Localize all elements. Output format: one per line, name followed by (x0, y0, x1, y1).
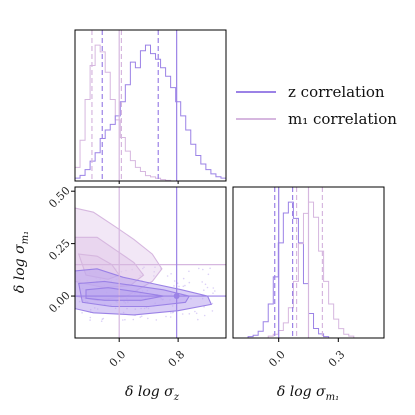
density-point (143, 266, 145, 269)
density-point (139, 316, 142, 318)
density-point (169, 316, 172, 318)
density-point (207, 273, 210, 276)
density-point (188, 313, 191, 315)
density-point (101, 318, 104, 321)
density-point (212, 287, 215, 289)
density-point (211, 302, 214, 305)
x-axis-title-sigma-z: δ log σz (125, 384, 180, 403)
y-sigma-m1-tick-label: 0.50 (46, 184, 73, 211)
density-point (203, 289, 205, 292)
density-point (170, 273, 172, 275)
density-point (89, 319, 91, 321)
bottom-left-frame (74, 186, 227, 339)
density-point (154, 266, 156, 269)
density-point (140, 315, 143, 318)
density-point (182, 277, 185, 280)
density-point (195, 312, 198, 315)
density-point (173, 285, 175, 287)
density-point (153, 271, 155, 273)
y-sigma-m1-tick-label: 0.00 (46, 289, 73, 316)
legend: z correlation m₁ correlation (236, 83, 397, 128)
sigma-z-histogram-panel (75, 30, 226, 181)
x-sigma-m1-tick-label: 0.3 (326, 348, 348, 370)
density-point (202, 268, 204, 271)
density-point (184, 284, 186, 287)
density-point (173, 280, 176, 282)
density-point (124, 318, 126, 321)
density-point (204, 283, 207, 286)
density-point (122, 319, 124, 321)
density-point (147, 317, 149, 320)
density-point (188, 270, 190, 273)
sigma-m1-histogram-panel (233, 187, 384, 338)
density-point (194, 310, 196, 313)
density-point (89, 316, 92, 319)
density-point (188, 281, 191, 284)
density-point (206, 286, 209, 289)
y-axis-title-sigma-m1: δ log σm₁ (12, 231, 31, 293)
x-sigma-z-tick-label: 0.0 (107, 348, 129, 370)
density-point (100, 320, 103, 323)
density-point (132, 318, 135, 321)
density-point (165, 315, 167, 318)
hist-sigma-z-m1-correlation (75, 44, 226, 181)
density-point (181, 313, 184, 315)
truth-marker-z (173, 293, 180, 300)
x-sigma-m1-tick-label: 0.0 (266, 348, 288, 370)
density-point (182, 285, 185, 288)
top-left-frame (74, 29, 227, 182)
y-sigma-m1-tick-label: 0.25 (46, 237, 73, 264)
density-point (197, 318, 199, 321)
density-point (153, 275, 155, 277)
contour-z-inner (85, 287, 164, 301)
density-point (166, 275, 169, 277)
density-point (214, 290, 216, 292)
bottom-right-frame (232, 186, 385, 339)
density-point (201, 281, 203, 283)
density-point (211, 310, 214, 312)
hist-sigma-z-z-correlation (75, 44, 226, 181)
density-point (155, 319, 158, 321)
density-point (203, 314, 206, 317)
x-axis-title-sigma-m1: δ log σm₁ (277, 384, 339, 403)
density-point (198, 267, 200, 270)
legend-label-z: z correlation (288, 83, 385, 101)
density-point (81, 312, 83, 314)
joint-density-panel (75, 187, 226, 338)
hist-sigma-m1-z-correlation (233, 201, 384, 338)
density-point (212, 292, 214, 295)
density-point (209, 267, 211, 270)
density-point (170, 312, 172, 314)
x-sigma-z-tick-label: 0.8 (166, 348, 188, 370)
legend-label-m1: m₁ correlation (288, 110, 397, 128)
density-point (178, 285, 180, 288)
density-point (142, 267, 144, 270)
